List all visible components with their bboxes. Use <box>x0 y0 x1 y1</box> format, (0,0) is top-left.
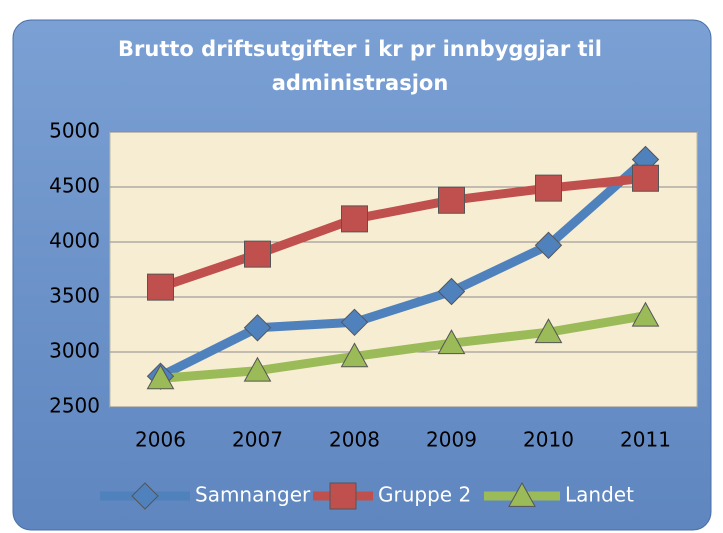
point-marker <box>437 329 466 355</box>
legend-label: Landet <box>565 483 634 507</box>
legend-marker <box>131 482 159 510</box>
point-marker <box>243 314 272 342</box>
point-marker <box>243 356 272 382</box>
y-tick-label: 3500 <box>49 284 100 308</box>
x-tick-label: 2010 <box>523 428 574 452</box>
y-tick-label: 4500 <box>49 174 100 198</box>
legend-label: Samnanger <box>195 483 311 507</box>
point-marker <box>535 174 562 202</box>
point-marker <box>244 240 271 268</box>
point-marker <box>437 277 466 306</box>
y-tick-label: 5000 <box>49 119 100 143</box>
legend-label: Gruppe 2 <box>378 483 471 507</box>
point-marker <box>438 186 465 214</box>
point-marker <box>146 364 175 390</box>
point-marker <box>147 273 174 301</box>
legend-marker <box>508 481 536 507</box>
x-tick-label: 2006 <box>135 428 186 452</box>
x-tick-label: 2008 <box>329 428 380 452</box>
point-marker <box>340 342 369 368</box>
plot-area <box>109 131 698 408</box>
legend-marker <box>329 482 357 510</box>
y-tick-label: 4000 <box>49 229 100 253</box>
y-tick-label: 3000 <box>49 339 100 363</box>
series-line <box>159 173 646 292</box>
point-marker <box>340 308 369 337</box>
point-marker <box>341 205 368 233</box>
point-marker <box>534 231 563 260</box>
chart-title: Brutto driftsutgifter i kr pr innbyggjar… <box>118 37 602 95</box>
point-marker <box>631 301 660 327</box>
point-marker <box>632 164 659 192</box>
x-tick-label: 2007 <box>232 428 283 452</box>
series-line <box>158 156 649 381</box>
y-tick-label: 2500 <box>49 394 100 418</box>
series-line <box>160 311 647 383</box>
point-marker <box>534 318 563 344</box>
x-tick-label: 2009 <box>426 428 477 452</box>
x-tick-label: 2011 <box>620 428 671 452</box>
